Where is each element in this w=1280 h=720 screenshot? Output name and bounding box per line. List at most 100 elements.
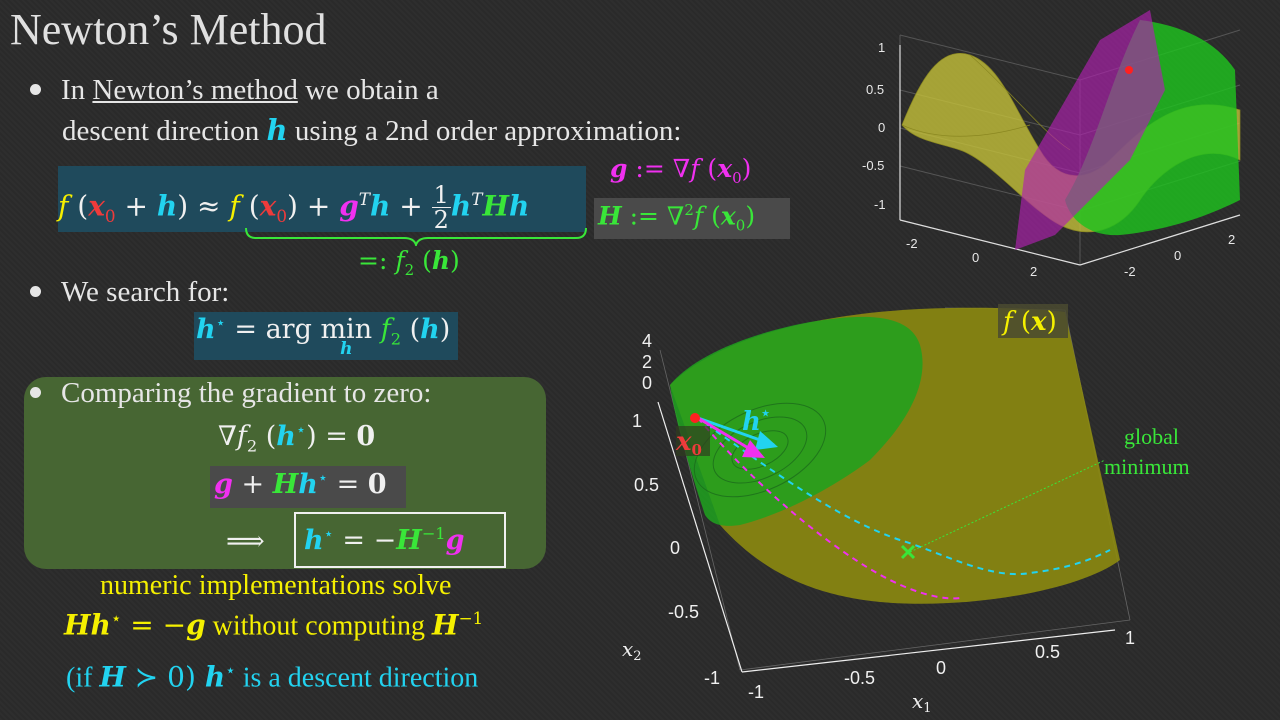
bullet-text: Comparing the gradient to zero: [61,377,432,409]
newton-step-plot: 1 0.5 0 -0.5 -1 4 2 0 -1 -0.5 0 0.5 1 x1… [622,304,1190,716]
math-h: h [204,660,226,694]
math-h: h [431,246,451,275]
math-h: h [266,113,288,147]
math-paren: (if [66,662,100,694]
math-h: h [298,469,318,500]
math-H: H [64,608,91,642]
math-H: H [272,469,299,500]
math-paren: ) [741,154,752,183]
math-H: H [598,201,622,231]
x-tick-label: -0.5 [844,668,875,688]
math-zero: 0 [367,469,387,500]
math-op: = − [333,525,397,556]
label-var: h [742,407,761,437]
global-minimum-marker [900,544,916,560]
hstar-label: h⋆ [742,404,770,437]
x-tick-label: -1 [748,682,764,702]
main-y-tick-labels: 1 0.5 0 -0.5 -1 [632,411,720,688]
axis-sub: 2 [633,649,641,664]
math-f: f [693,201,704,231]
z-tick-label: 0 [642,373,652,393]
y-tick-label: -2 [1124,264,1136,279]
math-paren: ( [414,246,432,275]
math-subscript: 2 [246,436,258,456]
bullet-gradient-zero: Comparing the gradient to zero: [30,377,431,410]
math-star: ⋆ [215,313,226,332]
math-star: ⋆ [323,524,334,543]
math-paren: ) [177,189,189,223]
descent-note: (if H ≻ 0) h⋆ is a descent direction [66,660,478,694]
x0-label-bg [676,426,710,456]
math-f: f [380,314,391,345]
axis-var: x [622,637,633,661]
x1-axis-label: x1 [912,689,932,716]
math-star: ⋆ [295,420,307,439]
math-f: f [58,189,69,223]
math-star: ⋆ [225,660,236,680]
global-min-label-line1: global [1124,424,1179,449]
x-tick-label: 0.5 [1035,642,1060,662]
numeric-note-line2: Hh⋆ = −g without computing H−1 [64,608,483,642]
bullet-newton-intro-line2: descent direction h using a 2nd order ap… [62,113,681,148]
y-tick-label: 0 [670,538,680,558]
math-star: ⋆ [110,608,122,628]
bullet-text: We search for: [61,276,230,308]
min-operator: min [320,314,373,345]
math-op: + [115,189,157,223]
label-var: x [675,427,692,457]
quadratic-model [670,316,923,526]
z-tick-label: 0.5 [866,82,884,97]
brace-label: =: f2 (h) [358,246,460,279]
math-subscript: 2 [404,261,415,279]
label-x: x [1030,307,1047,337]
z-tick-label: 4 [642,331,652,351]
math-g: g [214,469,233,500]
math-g: g [610,154,628,183]
newton-method-link[interactable]: Newton’s method [92,74,298,106]
newton-step-equation: h⋆ = −H−1g [304,524,464,556]
math-min: min h [320,314,373,359]
main-x-tick-labels: -1 -0.5 0 0.5 1 [748,628,1135,702]
math-subscript: 0 [732,169,742,187]
math-superscript: 2 [684,201,694,219]
math-paren: ) [306,421,317,452]
main-z-tick-labels: 4 2 0 [642,331,652,393]
math-x0: x [720,201,736,231]
math-op: ≈ [188,189,230,223]
main-axes [657,401,1116,673]
current-point [1125,66,1133,74]
math-zero: 0 [356,421,376,452]
math-op: = − [121,608,187,642]
math-paren: ) [287,189,298,223]
math-subscript: 0 [276,205,288,226]
x2-axis-label: x2 [622,637,642,664]
label-sub: 0 [692,441,702,459]
surface-plot-3d: 1 0.5 0 -0.5 -1 -2 0 2 2 0 -2 [862,10,1241,279]
math-paren: ) [439,314,451,345]
math-op: =: [358,246,396,275]
math-f: f [690,154,700,183]
math-op: ≻ 0) [125,660,205,694]
y-tick-label: 0.5 [634,475,659,495]
implies-arrow: ⟹ [226,526,265,557]
taylor-equation-box [58,166,586,232]
surface-mesh [901,53,1241,233]
math-h: h [90,608,111,642]
axis-var: x [912,689,923,713]
newton-step-box [294,512,506,568]
math-op: + [232,469,273,500]
y-tick-label: 0 [1174,248,1181,263]
math-paren: ) [450,246,460,275]
bullet-search: We search for: [30,276,229,309]
math-op: + [297,189,340,223]
math-h: h [276,421,296,452]
math-nabla: ∇ [218,421,237,452]
math-paren: ( [239,189,260,223]
z-tick-label: -0.5 [862,158,884,173]
math-transpose: T [358,189,370,209]
x-tick-label: 1 [1125,628,1135,648]
math-op: = [316,421,357,452]
z-tick-label: -1 [874,197,886,212]
math-x0: x [259,189,277,223]
